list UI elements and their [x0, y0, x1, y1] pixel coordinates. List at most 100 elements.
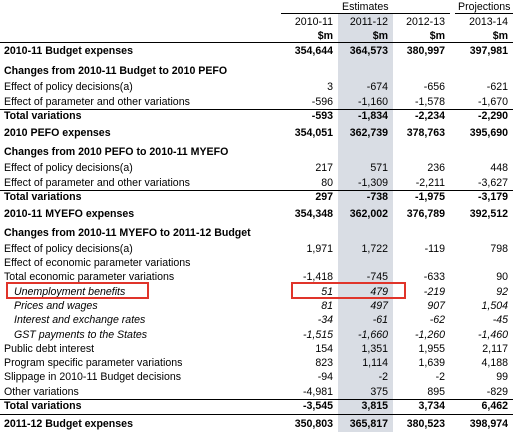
- cell-value: 362,739: [349, 127, 388, 139]
- cell-value: -1,309: [357, 177, 388, 189]
- table-row: Interest and exchange rates -34 -61 -62 -45: [0, 313, 513, 328]
- cell-value: 497: [370, 300, 388, 312]
- row-label: Changes from 2010-11 Budget to 2010 PEFO: [4, 65, 228, 77]
- row-label: Program specific parameter variations: [4, 357, 183, 369]
- cell-value: 92: [496, 286, 508, 298]
- unit-header: $m: [372, 30, 388, 42]
- cell-value: 236: [427, 162, 445, 174]
- cell-value: -3,545: [302, 400, 333, 412]
- unit-header: $m: [429, 30, 445, 42]
- cell-value: 80: [321, 177, 333, 189]
- cell-value: -1,834: [357, 110, 388, 122]
- cell-value: 81: [321, 300, 333, 312]
- cell-value: 1,722: [361, 243, 388, 255]
- cell-value: 376,789: [406, 208, 445, 220]
- cell-value: 362,002: [349, 208, 388, 220]
- total-row: Total variations -3,545 3,815 3,734 6,462: [0, 399, 513, 414]
- row-label: Other variations: [4, 386, 79, 398]
- cell-value: 1,955: [418, 343, 445, 355]
- table-row: Effect of economic parameter variations: [0, 256, 513, 271]
- cell-value: -738: [366, 191, 388, 203]
- row-label: Effect of economic parameter variations: [4, 257, 191, 269]
- section-heading-row: Changes from 2010-11 Budget to 2010 PEFO: [0, 64, 513, 79]
- cell-value: 380,523: [406, 418, 445, 430]
- row-label: Effect of parameter and other variations: [4, 96, 190, 108]
- table-row: Public debt interest 154 1,351 1,955 2,117: [0, 342, 513, 357]
- cell-value: -2,290: [477, 110, 508, 122]
- cell-value: 6,462: [481, 400, 508, 412]
- cell-value: -633: [423, 271, 445, 283]
- cell-value: -1,578: [414, 96, 445, 108]
- cell-value: -1,460: [477, 329, 508, 341]
- cell-value: 1,504: [481, 300, 508, 312]
- cell-value: 378,763: [406, 127, 445, 139]
- cell-value: 297: [315, 191, 333, 203]
- cell-value: 350,803: [294, 418, 333, 430]
- cell-value: 2,117: [482, 343, 508, 355]
- cell-value: -593: [311, 110, 333, 122]
- group-header-projections: Projections: [458, 1, 511, 13]
- cell-value: -2,234: [414, 110, 445, 122]
- cell-value: -656: [423, 81, 445, 93]
- cell-value: 1,351: [361, 343, 388, 355]
- year-header-2010-11: 2010-11: [294, 16, 333, 28]
- row-label: Effect of policy decisions(a): [4, 81, 133, 93]
- row-label: GST payments to the States: [14, 329, 148, 341]
- cell-value: 398,974: [469, 418, 508, 430]
- cell-value: -119: [424, 243, 445, 255]
- cell-value: 895: [427, 386, 445, 398]
- cell-value: -3,179: [477, 191, 508, 203]
- section-heading-row: Changes from 2010 PEFO to 2010-11 MYEFO: [0, 145, 513, 160]
- cell-value: 907: [427, 300, 445, 312]
- cell-value: -745: [366, 271, 388, 283]
- table-row: Effect of policy decisions(a) 217 571 236 44…: [0, 161, 513, 176]
- table-row: Unemployment benefits 51 479 -219 92: [0, 285, 513, 300]
- total-row: Total variations -593 -1,834 -2,234 -2,290: [0, 109, 513, 124]
- year-header-2011-12: 2011-12: [349, 16, 388, 28]
- cell-value: -1,515: [302, 329, 333, 341]
- row-label: Effect of parameter and other variations: [4, 177, 190, 189]
- cell-value: -4,981: [302, 386, 333, 398]
- cell-value: -829: [486, 386, 508, 398]
- row-label: Effect of policy decisions(a): [4, 162, 133, 174]
- cell-value: 51: [321, 286, 333, 298]
- cell-value: -674: [366, 81, 388, 93]
- row-label: Total variations: [4, 191, 82, 203]
- cell-value: -1,660: [357, 329, 388, 341]
- row-label: Changes from 2010 PEFO to 2010-11 MYEFO: [4, 146, 229, 158]
- row-label: Interest and exchange rates: [14, 314, 146, 326]
- table-row: GST payments to the States -1,515 -1,660 -1…: [0, 328, 513, 343]
- table-row: Total economic parameter variations -1,41…: [0, 270, 513, 285]
- cell-value: 3,815: [361, 400, 388, 412]
- unit-header: $m: [492, 30, 508, 42]
- cell-value: 3: [327, 81, 333, 93]
- estimates-underline: [281, 13, 450, 14]
- year-header-2013-14: 2013-14: [469, 16, 508, 28]
- cell-value: -1,975: [414, 191, 445, 203]
- total-row: Total variations 297 -738 -1,975 -3,179: [0, 190, 513, 205]
- cell-value: -2,211: [415, 177, 445, 189]
- cell-value: 354,644: [294, 45, 333, 57]
- row-label: Unemployment benefits: [14, 286, 126, 298]
- table-row: Prices and wages 81 497 907 1,504: [0, 299, 513, 314]
- cell-value: -3,627: [477, 177, 508, 189]
- row-label: Public debt interest: [4, 343, 95, 355]
- row-label: 2010-11 MYEFO expenses: [4, 208, 135, 220]
- cell-value: 571: [370, 162, 388, 174]
- cell-value: -61: [372, 314, 388, 326]
- table-row: Effect of policy decisions(a) 1,971 1,722 -…: [0, 242, 513, 257]
- cell-value: -2: [378, 371, 388, 383]
- unit-header: $m: [317, 30, 333, 42]
- cell-value: 392,512: [469, 208, 508, 220]
- cell-value: -45: [492, 314, 508, 326]
- table-row: Other variations -4,981 375 895 -829: [0, 385, 513, 400]
- summary-row: 2011-12 Budget expenses 350,803 365,817 380…: [0, 417, 513, 432]
- cell-value: 380,997: [406, 45, 445, 57]
- year-header-2012-13: 2012-13: [406, 16, 445, 28]
- row-rule: [0, 190, 513, 191]
- cell-value: 1,639: [418, 357, 445, 369]
- row-label: Prices and wages: [14, 300, 98, 312]
- cell-value: 354,348: [294, 208, 333, 220]
- header-rule: [0, 42, 513, 43]
